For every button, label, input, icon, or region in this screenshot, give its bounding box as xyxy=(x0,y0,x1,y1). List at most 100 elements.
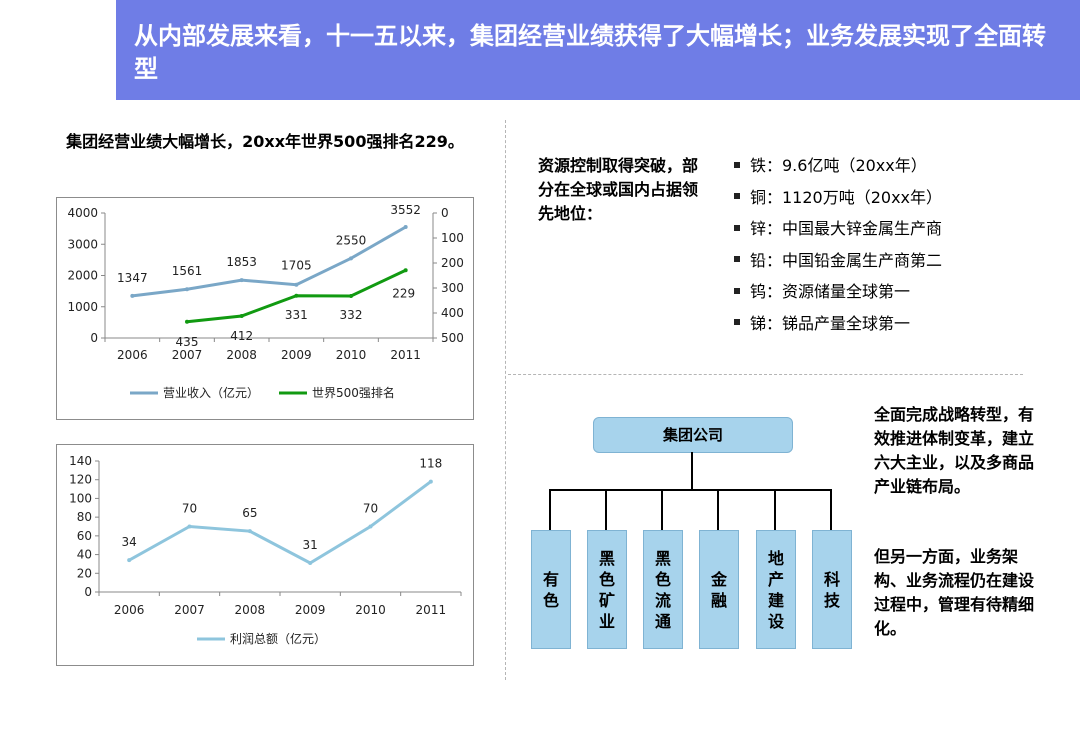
profit-point xyxy=(428,479,433,484)
rank-data-label: 412 xyxy=(230,329,253,343)
rank-data-label: 331 xyxy=(285,308,308,322)
rank-point xyxy=(239,314,244,318)
x-tick-label: 2010 xyxy=(336,348,367,362)
revenue-point xyxy=(239,278,244,283)
bullet-icon xyxy=(734,161,740,168)
resource-item: 钨：资源储量全球第一 xyxy=(734,276,942,308)
bullet-icon xyxy=(734,224,740,231)
left-tick-label: 100 xyxy=(69,491,92,505)
left-tick-label: 20 xyxy=(77,566,92,580)
x-tick-label: 2009 xyxy=(295,603,326,617)
left-tick-label: 40 xyxy=(77,548,92,562)
legend-revenue-label: 营业收入（亿元） xyxy=(163,385,259,400)
revenue-rank-chart: 4000 3000 2000 1000 0 0 100 200 300 400 500 2006 200… xyxy=(67,203,464,400)
page-title: 从内部发展来看，十一五以来，集团经营业绩获得了大幅增长；业务发展实现了全面转型 xyxy=(134,22,1046,83)
left-tick-label: 1000 xyxy=(67,300,98,314)
left-tick-label: 0 xyxy=(84,585,92,599)
profit-point xyxy=(187,524,192,529)
x-tick-label: 2007 xyxy=(174,603,205,617)
org-child-connector xyxy=(717,489,719,530)
revenue-point xyxy=(185,287,189,292)
profit-chart-box: 140 120 100 80 60 40 20 0 2006 2007 2008 2009 2010 20… xyxy=(56,444,474,666)
profit-chart: 140 120 100 80 60 40 20 0 2006 2007 2008 2009 2010 20… xyxy=(69,454,462,646)
rank-data-label: 332 xyxy=(340,308,363,322)
revenue-point xyxy=(403,225,408,229)
right-tick-label: 400 xyxy=(441,306,464,320)
header-banner: 从内部发展来看，十一五以来，集团经营业绩获得了大幅增长；业务发展实现了全面转型 xyxy=(116,0,1080,100)
note-transformation: 全面完成战略转型，有效推进体制变革，建立六大主业，以及多商品产业链布局。 xyxy=(874,405,1035,496)
rank-point xyxy=(403,268,408,273)
profit-point xyxy=(368,524,373,529)
org-child-node: 地产建设 xyxy=(756,530,796,649)
bullet-icon xyxy=(734,319,740,325)
bullet-icon xyxy=(734,256,740,262)
resource-item-text: 锌：中国最大锌金属生产商 xyxy=(750,219,943,238)
org-child-node: 金融 xyxy=(699,530,739,649)
bullet-icon xyxy=(734,193,740,199)
profit-point xyxy=(247,529,252,534)
org-child-label: 有色 xyxy=(542,569,559,610)
org-child-connector xyxy=(605,489,607,530)
org-root-node: 集团公司 xyxy=(593,417,793,453)
x-tick-label: 2007 xyxy=(172,348,203,362)
resource-item-text: 锑：锑品产量全球第一 xyxy=(750,313,911,333)
org-connector-stem xyxy=(691,452,693,490)
org-connector-bar xyxy=(549,489,832,491)
revenue-point xyxy=(294,282,299,287)
profit-data-label: 70 xyxy=(363,502,378,516)
revenue-data-label: 1853 xyxy=(226,255,257,269)
rank-point xyxy=(185,319,189,324)
org-child-label: 黑色矿业 xyxy=(598,548,615,631)
right-tick-label: 500 xyxy=(441,331,464,345)
org-child-label: 科技 xyxy=(823,569,840,610)
profit-point xyxy=(308,560,313,565)
org-child-label: 黑色流通 xyxy=(654,548,671,631)
revenue-data-label: 1705 xyxy=(281,259,312,273)
rank-point xyxy=(349,294,353,298)
right-tick-label: 100 xyxy=(441,231,464,245)
resource-item: 铅：中国铅金属生产商第二 xyxy=(734,245,942,277)
left-tick-label: 4000 xyxy=(67,206,98,220)
left-tick-label: 2000 xyxy=(67,269,98,283)
resource-item-text: 铅：中国铅金属生产商第二 xyxy=(750,250,943,270)
org-child-node: 有色 xyxy=(531,530,571,649)
right-tick-label: 300 xyxy=(441,281,464,295)
revenue-data-label: 3552 xyxy=(390,203,421,217)
legend-rank-label: 世界500强排名 xyxy=(312,385,395,400)
left-tick-label: 80 xyxy=(77,510,92,524)
resource-item: 锑：锑品产量全球第一 xyxy=(734,308,942,340)
left-tick-label: 0 xyxy=(90,331,98,345)
org-child-node: 科技 xyxy=(812,530,852,649)
profit-data-label: 70 xyxy=(182,502,197,516)
resource-item-text: 铁：9.6亿吨（20xx年） xyxy=(750,156,927,175)
revenue-data-label: 1347 xyxy=(117,271,148,285)
profit-line xyxy=(128,480,432,565)
profit-point xyxy=(127,558,132,563)
x-tick-label: 2010 xyxy=(355,603,386,617)
x-tick-label: 2006 xyxy=(117,348,148,362)
legend-profit-label: 利润总额（亿元） xyxy=(230,631,326,646)
x-tick-label: 2006 xyxy=(114,603,145,617)
bullet-icon xyxy=(734,287,740,294)
org-child-label: 地产建设 xyxy=(767,548,784,631)
resource-item: 锌：中国最大锌金属生产商 xyxy=(734,213,942,245)
left-tick-label: 3000 xyxy=(67,237,98,251)
resources-label: 资源控制取得突破，部分在全球或国内占据领先地位： xyxy=(538,156,699,223)
left-tick-label: 60 xyxy=(77,529,92,543)
resource-item-text: 铜：1120万吨（20xx年） xyxy=(750,187,943,207)
profit-data-label: 118 xyxy=(419,457,442,471)
left-tick-label: 120 xyxy=(69,473,92,487)
resource-item-text: 钨：资源储量全球第一 xyxy=(750,282,911,301)
org-child-connector xyxy=(661,489,663,530)
org-child-connector xyxy=(549,489,551,530)
org-child-label: 金融 xyxy=(710,569,727,610)
x-tick-label: 2009 xyxy=(281,348,312,362)
profit-data-label: 65 xyxy=(242,506,257,520)
right-tick-label: 0 xyxy=(441,206,449,220)
revenue-rank-chart-box: 4000 3000 2000 1000 0 0 100 200 300 400 500 2006 200… xyxy=(56,197,474,420)
rank-point xyxy=(294,293,299,298)
org-child-node: 黑色矿业 xyxy=(587,530,627,649)
vertical-divider xyxy=(505,120,506,680)
rank-data-label: 229 xyxy=(392,286,415,300)
x-tick-label: 2008 xyxy=(226,348,257,362)
